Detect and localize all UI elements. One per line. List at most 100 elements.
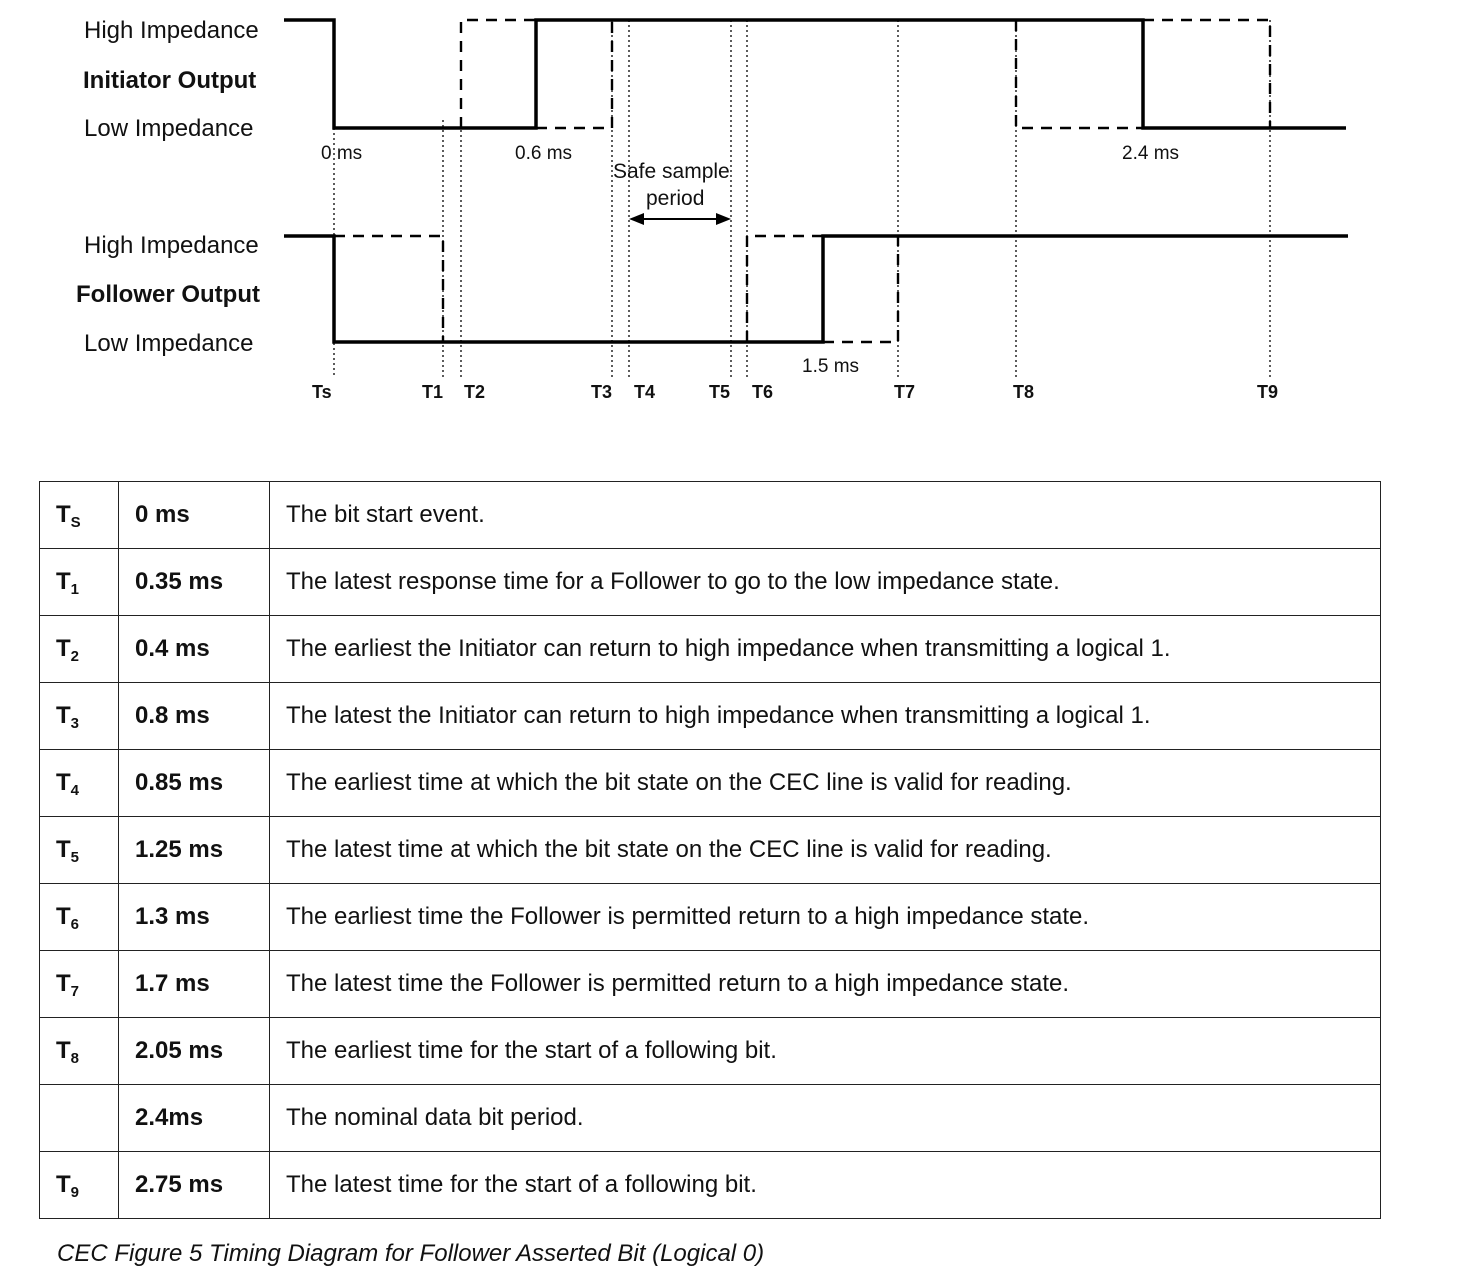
description-cell: The earliest time at which the bit state… bbox=[269, 749, 1381, 817]
initiator-high-label: High Impedance bbox=[84, 17, 259, 44]
description-cell: The nominal data bit period. bbox=[269, 1084, 1381, 1152]
marker-label-t6: T6 bbox=[752, 382, 773, 402]
arrow-head-right bbox=[716, 213, 731, 225]
description-cell: The earliest time the Follower is permit… bbox=[269, 883, 1381, 951]
description-cell: The latest response time for a Follower … bbox=[269, 548, 1381, 616]
time-cell: 1.25 ms bbox=[118, 816, 270, 884]
table-row: T4 0.85 ms The earliest time at which th… bbox=[39, 749, 1381, 817]
symbol-subscript: 6 bbox=[70, 916, 80, 933]
symbol-cell: T1 bbox=[39, 548, 119, 616]
follower-high-label: High Impedance bbox=[84, 232, 259, 259]
safe-sample-arrow bbox=[629, 213, 731, 225]
symbol-cell: T3 bbox=[39, 682, 119, 750]
figure-caption: CEC Figure 5 Timing Diagram for Follower… bbox=[57, 1240, 765, 1267]
table-row: T1 0.35 ms The latest response time for … bbox=[39, 548, 1381, 616]
follower-high-time-label: 1.5 ms bbox=[802, 356, 859, 377]
time-cell: 0.4 ms bbox=[118, 615, 270, 683]
symbol-base: T bbox=[56, 635, 71, 662]
time-cell: 1.3 ms bbox=[118, 883, 270, 951]
init-high-time-label: 0.6 ms bbox=[515, 143, 572, 164]
time-cell: 1.7 ms bbox=[118, 950, 270, 1018]
safe-sample-period-label: period bbox=[646, 187, 704, 210]
symbol-base: T bbox=[56, 1037, 71, 1064]
table-row: T7 1.7 ms The latest time the Follower i… bbox=[39, 950, 1381, 1018]
symbol-subscript: 5 bbox=[70, 849, 80, 866]
symbol-subscript: 9 bbox=[70, 1184, 80, 1201]
symbol-base: T bbox=[56, 970, 71, 997]
description-cell: The earliest the Initiator can return to… bbox=[269, 615, 1381, 683]
time-cell: 2.75 ms bbox=[118, 1151, 270, 1219]
table-row: TS 0 ms The bit start event. bbox=[39, 481, 1381, 549]
safe-sample-label: Safe sample bbox=[613, 160, 730, 183]
marker-label-t9: T9 bbox=[1257, 382, 1278, 402]
initiator-next-bit-early-dashed bbox=[1014, 20, 1143, 130]
time-marker-lines bbox=[333, 20, 1271, 378]
symbol-cell: T5 bbox=[39, 816, 119, 884]
follower-output-label: Follower Output bbox=[76, 281, 260, 308]
arrow-head-left bbox=[629, 213, 644, 225]
table-row: T3 0.8 ms The latest the Initiator can r… bbox=[39, 682, 1381, 750]
follower-waveform bbox=[284, 234, 1348, 344]
marker-label-t7: T7 bbox=[894, 382, 915, 402]
marker-label-t3: T3 bbox=[591, 382, 612, 402]
time-cell: 0.35 ms bbox=[118, 548, 270, 616]
description-cell: The latest the Initiator can return to h… bbox=[269, 682, 1381, 750]
zero-ms-label: 0 ms bbox=[321, 143, 362, 164]
table-row: T9 2.75 ms The latest time for the start… bbox=[39, 1151, 1381, 1219]
symbol-base: T bbox=[56, 702, 71, 729]
description-cell: The earliest time for the start of a fol… bbox=[269, 1017, 1381, 1085]
follower-signal-line bbox=[284, 234, 1348, 344]
description-cell: The latest time for the start of a follo… bbox=[269, 1151, 1381, 1219]
symbol-cell: T6 bbox=[39, 883, 119, 951]
table-row: T5 1.25 ms The latest time at which the … bbox=[39, 816, 1381, 884]
symbol-cell: T4 bbox=[39, 749, 119, 817]
initiator-signal-line bbox=[284, 18, 1346, 130]
marker-label-t1: T1 bbox=[422, 382, 443, 402]
bit-period-label: 2.4 ms bbox=[1122, 143, 1179, 164]
table-row: 2.4ms The nominal data bit period. bbox=[39, 1084, 1381, 1152]
description-cell: The bit start event. bbox=[269, 481, 1381, 549]
symbol-base: T bbox=[56, 501, 71, 528]
initiator-output-label: Initiator Output bbox=[83, 67, 256, 94]
symbol-subscript: S bbox=[70, 514, 81, 531]
symbol-subscript: 2 bbox=[70, 648, 80, 665]
follower-response-window-dashed bbox=[334, 234, 445, 342]
time-cell: 0.85 ms bbox=[118, 749, 270, 817]
symbol-subscript: 1 bbox=[70, 581, 80, 598]
symbol-base: T bbox=[56, 769, 71, 796]
symbol-base: T bbox=[56, 836, 71, 863]
symbol-cell: T7 bbox=[39, 950, 119, 1018]
symbol-base: T bbox=[56, 1171, 71, 1198]
table-row: T6 1.3 ms The earliest time the Follower… bbox=[39, 883, 1381, 951]
symbol-subscript: 3 bbox=[70, 715, 80, 732]
initiator-next-bit-late-dashed bbox=[1143, 18, 1272, 128]
symbol-subscript: 4 bbox=[70, 782, 80, 799]
symbol-cell: T8 bbox=[39, 1017, 119, 1085]
marker-label-ts: Ts bbox=[312, 382, 332, 402]
follower-late-release-dashed bbox=[823, 236, 900, 344]
follower-low-label: Low Impedance bbox=[84, 330, 253, 357]
symbol-subscript: 8 bbox=[70, 1050, 80, 1067]
marker-label-t8: T8 bbox=[1013, 382, 1034, 402]
table-row: T2 0.4 ms The earliest the Initiator can… bbox=[39, 615, 1381, 683]
symbol-cell: T9 bbox=[39, 1151, 119, 1219]
time-marker-labels: Ts T1 T2 T3 T4 T5 T6 T7 T8 T9 bbox=[312, 382, 1278, 402]
symbol-base: T bbox=[56, 903, 71, 930]
initiator-early-return-dashed bbox=[459, 18, 536, 128]
description-cell: The latest time the Follower is permitte… bbox=[269, 950, 1381, 1018]
description-cell: The latest time at which the bit state o… bbox=[269, 816, 1381, 884]
time-cell: 2.4ms bbox=[118, 1084, 270, 1152]
initiator-waveform bbox=[284, 18, 1346, 130]
table-row: T8 2.05 ms The earliest time for the sta… bbox=[39, 1017, 1381, 1085]
time-cell: 2.05 ms bbox=[118, 1017, 270, 1085]
timing-table: TS 0 ms The bit start event. T1 0.35 ms … bbox=[39, 481, 1381, 1219]
initiator-low-label: Low Impedance bbox=[84, 115, 253, 142]
initiator-late-return-dashed bbox=[536, 20, 614, 130]
marker-label-t4: T4 bbox=[634, 382, 655, 402]
symbol-cell: T2 bbox=[39, 615, 119, 683]
time-cell: 0.8 ms bbox=[118, 682, 270, 750]
timing-diagram: High Impedance Initiator Output Low Impe… bbox=[76, 17, 1348, 402]
follower-early-release-dashed bbox=[745, 234, 823, 342]
symbol-cell bbox=[39, 1084, 119, 1152]
symbol-subscript: 7 bbox=[70, 983, 80, 1000]
